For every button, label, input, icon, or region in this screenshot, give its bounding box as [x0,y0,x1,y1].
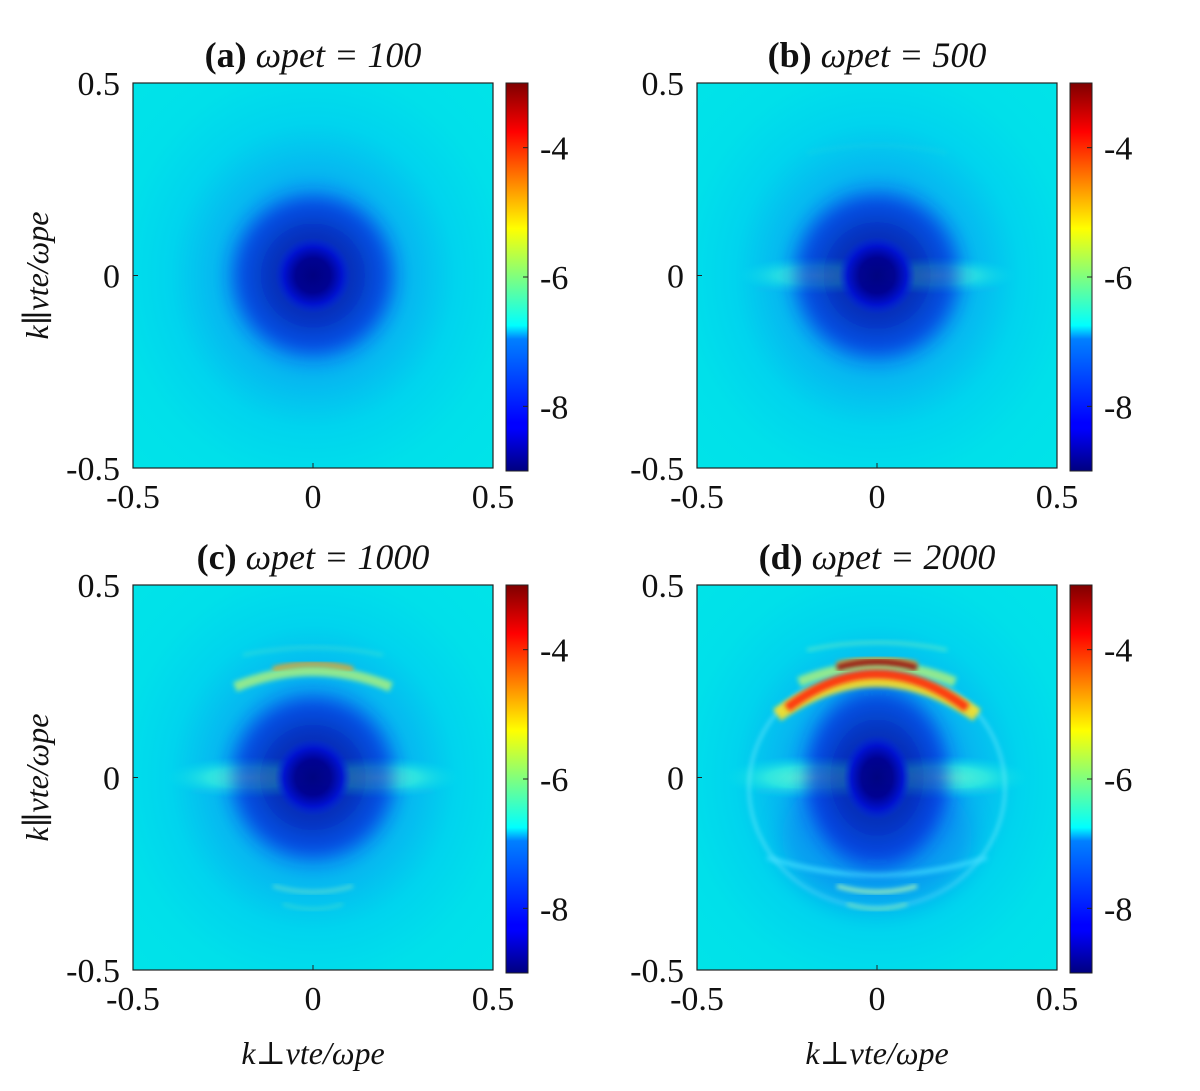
upper-arc-fringe [242,646,384,657]
lower-arc [272,884,354,894]
x-tick-label: 0.5 [1036,479,1079,516]
y-tick-label: 0 [103,761,120,798]
x-tick-label: 0 [305,981,322,1018]
dark-core [843,735,911,820]
colorbar-tick-label: -8 [1104,891,1132,928]
x-tick-label: 0 [869,479,886,516]
x-axis-label: k⊥vte/ωpe [241,1035,384,1071]
colorbar-tick-label: -4 [540,131,568,168]
colorbar-tick-label: -8 [540,389,568,426]
panel-a: -0.5 0 0.5 0.5 0 -0.5 (a) ωpet = 100 -4 -6 -8 [66,35,568,516]
x-tick-label: 0 [305,479,322,516]
y-tick-label: -0.5 [66,451,120,488]
colorbar-tick-label: -4 [1104,131,1132,168]
panel-title: (a) ωpet = 100 [205,35,422,75]
y-tick-label: 0.5 [78,568,121,605]
x-tick-label: -0.5 [106,479,160,516]
y-axis-label: k∥vte/ωpe [19,714,55,842]
x-tick-label: -0.5 [670,479,724,516]
x-tick-label: 0.5 [472,981,515,1018]
panel-title: (b) ωpet = 500 [768,35,987,75]
heatmap-b [697,83,1057,468]
x-tick-label: 0.5 [472,479,515,516]
dark-core [838,236,916,315]
upper-arc-band [797,661,957,687]
x-tick-label: -0.5 [670,981,724,1018]
colorbar-tick-label: -6 [540,762,568,799]
x-axis-label: k⊥vte/ωpe [805,1035,948,1071]
upper-arc-peak [836,659,918,671]
y-tick-label: 0 [103,259,120,296]
y-tick-label: 0 [667,761,684,798]
upper-arc-core [272,661,354,672]
y-tick-label: 0 [667,259,684,296]
panel-b: -0.5 0 0.5 0.5 0 -0.5 (b) ωpet = 500 -4 -6 -8 [630,35,1132,516]
colorbar-tick-label: -4 [1104,633,1132,670]
colorbar-tick-label: -6 [540,260,568,297]
y-tick-label: 0.5 [78,66,121,103]
y-tick-label: -0.5 [630,451,684,488]
dark-core [275,237,351,314]
dark-core [274,739,352,816]
y-tick-label: 0.5 [642,66,685,103]
x-tick-label: 0.5 [1036,981,1079,1018]
colorbar-tick-label: -6 [1104,762,1132,799]
upper-arc-band [233,666,393,692]
lower-arc [836,884,918,894]
lower-arc-fringe [846,902,908,911]
x-tick-label: 0 [869,981,886,1018]
y-tick-label: 0.5 [642,568,685,605]
heatmap-a [133,83,493,468]
lower-arc-fringe [282,902,344,911]
y-axis-label: k∥vte/ωpe [19,212,55,340]
upper-arc-fringe [806,641,948,652]
panel-c: -0.5 0 0.5 0.5 0 -0.5 (c) ωpet = 1000 -4 -6 -8 [66,537,568,1018]
upper-arc-fringe [806,144,948,155]
x-tick-label: -0.5 [106,981,160,1018]
panel-d: -0.5 0 0.5 0.5 0 -0.5 (d) ωpet = 2000 -4 -6 -8 [630,537,1132,1018]
colorbar-tick-label: -8 [1104,389,1132,426]
colorbar-tick-label: -4 [540,633,568,670]
y-tick-label: -0.5 [66,953,120,990]
upper-arc-red [784,669,970,712]
heatmap-d [697,585,1057,970]
colorbar-tick-label: -6 [1104,260,1132,297]
y-tick-label: -0.5 [630,953,684,990]
panel-title: (d) ωpet = 2000 [759,537,996,577]
panel-title: (c) ωpet = 1000 [197,537,430,577]
colorbar-tick-label: -8 [540,891,568,928]
heatmap-c [133,585,493,970]
